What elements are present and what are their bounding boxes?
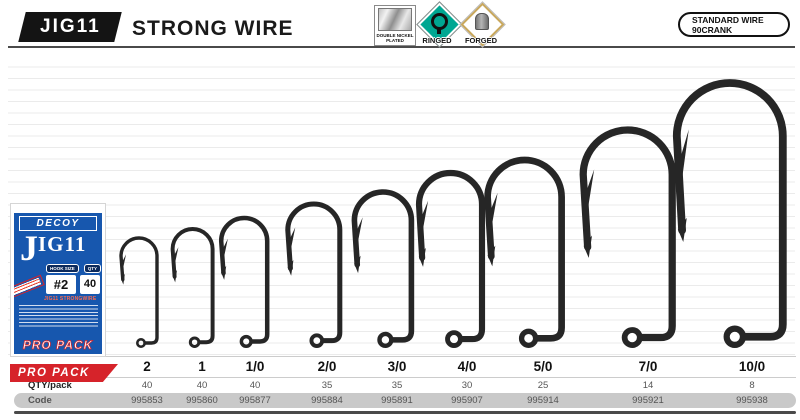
code-value-cell: 995853 xyxy=(131,395,163,406)
size-label: 3/0 xyxy=(387,359,407,374)
brand-logo: DECOY xyxy=(19,216,97,231)
hook-eye-icon xyxy=(239,334,253,349)
code-value-cell: 995914 xyxy=(527,395,559,406)
package-fineprint xyxy=(19,305,98,329)
qty-value-cell: 25 xyxy=(537,380,549,391)
code-value-cell: 995860 xyxy=(186,395,218,406)
package-propack-label: PRO PACK xyxy=(22,338,94,353)
hook-eye-icon xyxy=(621,327,643,349)
package-card: DECOY J IG11 HOOK SIZE QTY #2 40 JIG11 S… xyxy=(10,203,106,357)
hook-1 xyxy=(170,227,215,348)
hook-eye-icon xyxy=(188,336,201,348)
code-value-cell: 995877 xyxy=(239,395,271,406)
hook-eye-icon xyxy=(136,337,147,348)
package-subtitle: JIG11 STRONGWIRE xyxy=(44,296,97,302)
grid-lines xyxy=(8,56,795,356)
hook-size-value: #2 xyxy=(46,275,76,294)
code-value-cell: 995884 xyxy=(311,395,343,406)
forged-badge-label: FORGED xyxy=(464,36,498,45)
nickel-badge-label: DOUBLE NICKEL PLATED xyxy=(376,33,414,43)
size-label: 2 xyxy=(143,359,151,374)
nickel-plated-badge: DOUBLE NICKEL PLATED xyxy=(374,5,416,46)
code-bar xyxy=(14,393,796,408)
size-label: 1 xyxy=(198,359,206,374)
qty-pill: QTY xyxy=(83,264,102,273)
page-title: STRONG WIRE xyxy=(132,17,294,40)
brand-logo-text: DECOY xyxy=(36,218,80,229)
code-value-cell: 995907 xyxy=(451,395,483,406)
propack-banner-label: PRO PACK xyxy=(18,367,90,379)
size-row-top-rule xyxy=(12,356,796,357)
wire-tag-line1: STANDARD WIRE xyxy=(692,14,764,25)
hook-eye-icon xyxy=(518,328,539,349)
size-row-bottom-rule xyxy=(12,377,796,378)
qty-value-cell: 8 xyxy=(749,380,755,391)
wire-tag-line2: 90CRANK xyxy=(692,24,733,35)
qty-row-label: QTY/pack xyxy=(28,380,72,391)
ring-eye-icon xyxy=(431,13,448,30)
size-label: 2/0 xyxy=(317,359,337,374)
package-sticker xyxy=(14,274,45,299)
hook-eye-icon xyxy=(445,330,463,348)
hook-eye-icon xyxy=(377,331,394,348)
size-label: 1/0 xyxy=(245,359,265,374)
qty-value-cell: 30 xyxy=(461,380,473,391)
package-model: J IG11 xyxy=(20,228,87,268)
code-value-cell: 995938 xyxy=(736,395,768,406)
forged-dome-icon xyxy=(475,13,489,30)
hook-1/0 xyxy=(218,215,270,349)
hook-4/0 xyxy=(415,169,486,348)
qty-value-cell: 14 xyxy=(642,380,654,391)
code-value-cell: 995921 xyxy=(632,395,664,406)
hook-size-pill: HOOK SIZE xyxy=(46,264,79,273)
qty-value-cell: 40 xyxy=(196,380,208,391)
standard-wire-tag: STANDARD WIRE 90CRANK xyxy=(678,12,790,37)
hook-2 xyxy=(119,236,159,348)
hook-eye-icon xyxy=(309,333,325,349)
qty-value-cell: 35 xyxy=(391,380,403,391)
size-label: 10/0 xyxy=(738,359,766,374)
hook-2/0 xyxy=(285,201,343,349)
qty-value-cell: 40 xyxy=(249,380,261,391)
hook-3/0 xyxy=(351,189,415,348)
qty-value-cell: 40 xyxy=(141,380,153,391)
nickel-swatch-icon xyxy=(378,8,412,31)
qty-value-cell: 35 xyxy=(321,380,333,391)
ring-stem-icon xyxy=(437,29,441,34)
code-value-cell: 995891 xyxy=(381,395,413,406)
header-rule xyxy=(8,46,795,48)
propack-banner: PRO PACK xyxy=(10,364,118,382)
package-front: DECOY J IG11 HOOK SIZE QTY #2 40 JIG11 S… xyxy=(14,213,102,354)
code-row-label: Code xyxy=(28,395,52,406)
hook-10/0 xyxy=(672,79,787,348)
ringed-badge-label: RINGED xyxy=(422,36,452,45)
size-label: 4/0 xyxy=(457,359,477,374)
bottom-rule xyxy=(14,411,796,414)
hook-eye-icon xyxy=(723,325,747,348)
hook-5/0 xyxy=(484,156,565,349)
hook-7/0 xyxy=(579,126,676,349)
size-label: 7/0 xyxy=(638,359,658,374)
qty-value: 40 xyxy=(80,275,100,294)
size-label: 5/0 xyxy=(533,359,553,374)
